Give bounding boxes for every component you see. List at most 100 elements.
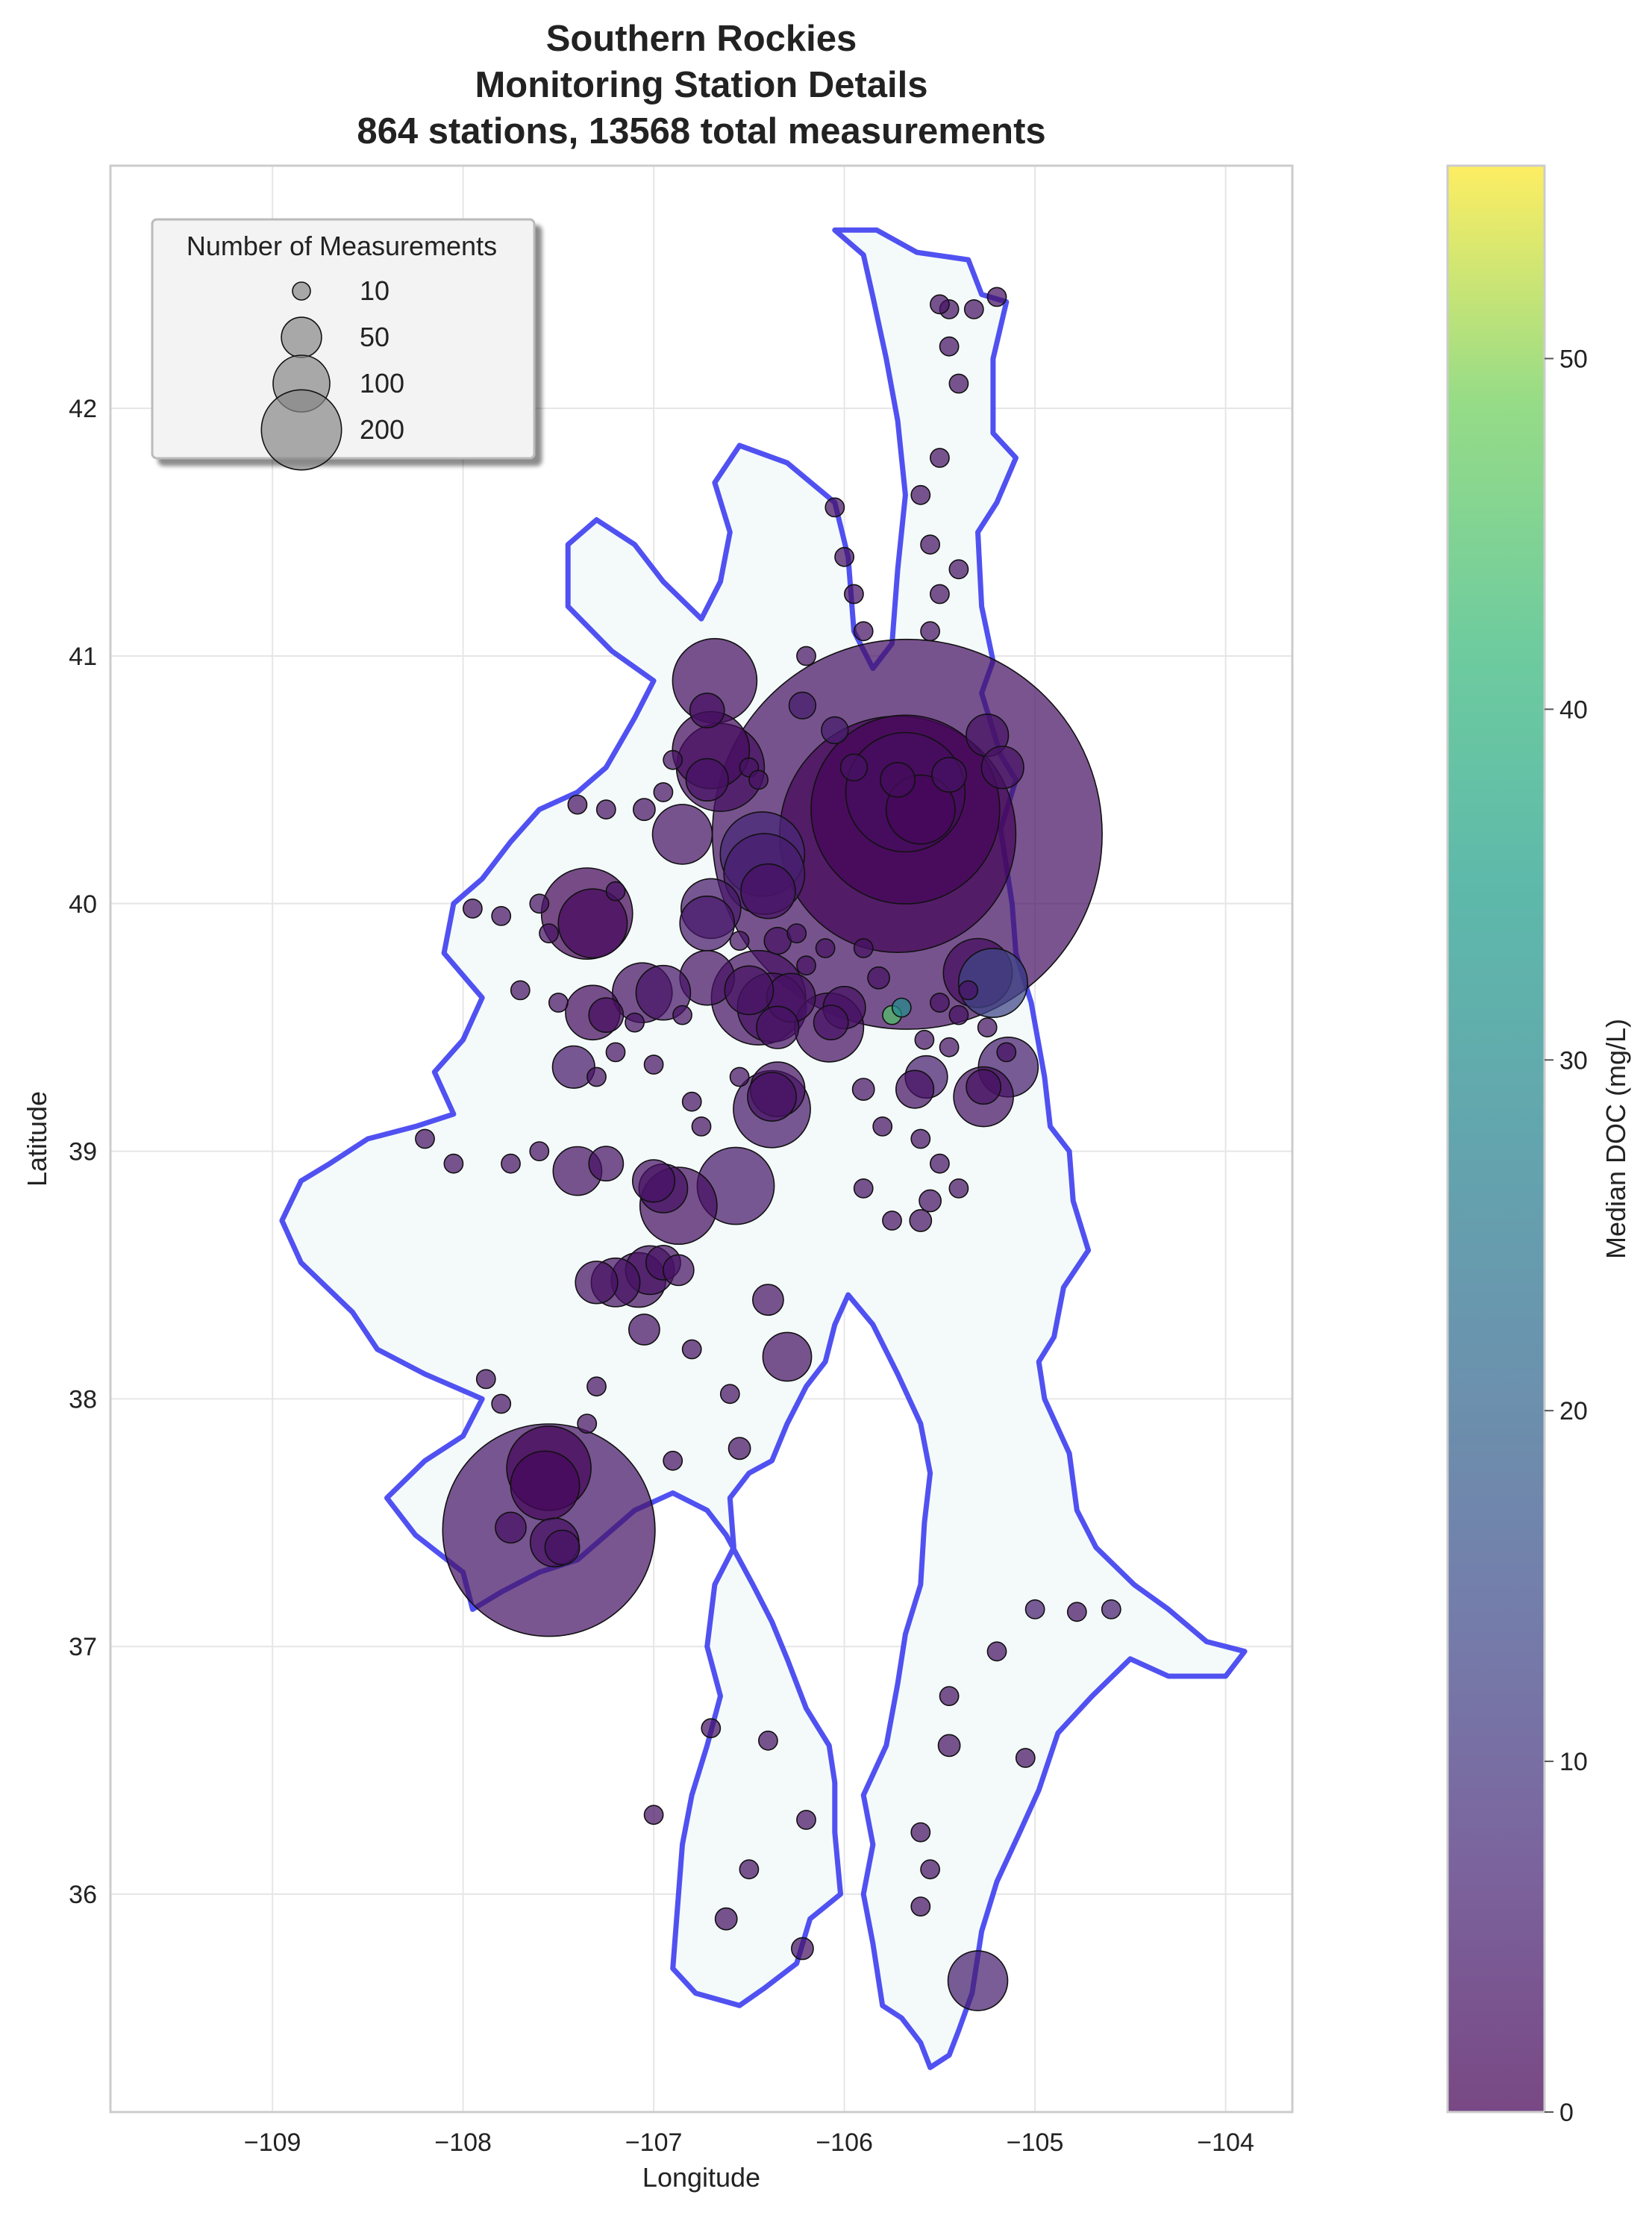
station-point	[815, 938, 836, 958]
station-point	[529, 1141, 550, 1162]
station-point	[813, 1005, 849, 1041]
y-axis-ticks: 36 37 38 39 40 41 42	[69, 395, 97, 1909]
legend-entry-label: 50	[360, 322, 389, 352]
station-point	[762, 1331, 813, 1382]
station-point	[834, 546, 855, 567]
station-point	[739, 1859, 760, 1880]
station-point	[910, 1128, 931, 1149]
station-point	[625, 1012, 645, 1033]
station-point	[729, 931, 750, 952]
chart-title: Southern Rockies Monitoring Station Deta…	[357, 19, 1045, 151]
x-axis-ticks: −109 −108 −107 −106 −105 −104	[244, 2128, 1254, 2157]
station-point	[633, 798, 656, 822]
title-line-3: 864 stations, 13568 total measurements	[357, 111, 1045, 151]
station-point	[948, 559, 969, 580]
station-point	[748, 769, 769, 790]
station-point	[796, 646, 816, 666]
colorbar-frame	[1446, 164, 1546, 2114]
station-point	[1024, 1599, 1045, 1619]
x-tick-label: −107	[625, 2128, 683, 2157]
station-point	[791, 1937, 814, 1961]
station-point	[867, 966, 891, 990]
station-point	[475, 1369, 496, 1390]
station-point	[635, 964, 692, 1021]
legend-entry-label: 10	[360, 275, 389, 306]
size-legend: Number of Measurements 10 50 100 200	[151, 218, 536, 471]
station-point	[1101, 1599, 1121, 1619]
y-tick-label: 36	[69, 1881, 97, 1909]
station-point	[588, 1146, 625, 1182]
station-point	[1015, 1748, 1036, 1768]
station-point	[872, 1116, 893, 1137]
station-point	[821, 716, 849, 745]
station-point	[672, 1005, 692, 1025]
station-point	[714, 1907, 738, 1931]
station-point	[957, 948, 1028, 1019]
station-point	[653, 782, 674, 802]
station-point	[724, 965, 775, 1016]
station-point	[605, 1042, 626, 1063]
y-tick-label: 41	[69, 643, 97, 671]
station-point	[752, 1284, 784, 1316]
station-point	[551, 1045, 595, 1089]
y-tick-label: 39	[69, 1138, 97, 1166]
station-point	[931, 757, 968, 793]
station-point	[628, 1313, 660, 1346]
colorbar-ticks: 0 10 20 30 40 50	[1545, 345, 1588, 2127]
station-point	[839, 753, 869, 782]
station-point	[719, 1384, 740, 1405]
station-point	[895, 1069, 935, 1109]
station-point	[1066, 1602, 1087, 1622]
y-axis-label: Latitude	[22, 1091, 52, 1187]
colorbar-tick-label: 30	[1559, 1046, 1588, 1075]
colorbar-tick-label: 20	[1559, 1397, 1588, 1425]
station-point	[910, 1896, 931, 1917]
station-point	[939, 336, 960, 357]
station-point	[977, 1017, 998, 1038]
colorbar-gradient	[1448, 166, 1545, 2112]
station-point	[575, 1261, 619, 1305]
station-point	[786, 923, 807, 944]
station-point	[728, 1437, 751, 1461]
y-tick-label: 37	[69, 1633, 97, 1661]
station-point	[529, 893, 550, 914]
station-point	[510, 980, 531, 1001]
station-point	[663, 1450, 683, 1471]
station-point	[557, 888, 628, 959]
station-point	[939, 1686, 960, 1707]
x-tick-label: −106	[816, 2128, 873, 2157]
station-point	[851, 1078, 875, 1102]
station-point	[788, 691, 817, 719]
station-point	[825, 497, 845, 518]
station-point	[986, 287, 1007, 307]
station-point	[548, 993, 569, 1013]
station-point	[415, 1128, 435, 1149]
legend-title: Number of Measurements	[187, 231, 497, 261]
station-point	[586, 1066, 607, 1087]
station-point	[663, 749, 683, 770]
station-point	[966, 1069, 1002, 1105]
station-point	[909, 1209, 933, 1232]
station-point	[930, 1153, 950, 1174]
y-tick-label: 38	[69, 1385, 97, 1413]
station-point	[986, 1641, 1007, 1662]
x-tick-label: −105	[1007, 2128, 1064, 2157]
legend-box	[151, 218, 536, 460]
station-point	[701, 1718, 722, 1739]
station-point	[920, 534, 941, 555]
station-point	[880, 762, 916, 798]
station-point	[758, 1730, 778, 1751]
title-line-1: Southern Rockies	[546, 19, 857, 59]
station-point	[443, 1153, 464, 1174]
station-point	[491, 906, 512, 926]
station-point	[920, 1859, 941, 1880]
station-point	[948, 373, 969, 394]
station-point	[891, 997, 912, 1018]
station-point	[651, 804, 713, 865]
station-point	[920, 621, 941, 642]
station-point	[948, 1178, 969, 1199]
station-point	[729, 1066, 750, 1087]
region-polygon	[279, 227, 1248, 2070]
station-point	[643, 1055, 664, 1075]
station-point	[643, 1805, 664, 1825]
